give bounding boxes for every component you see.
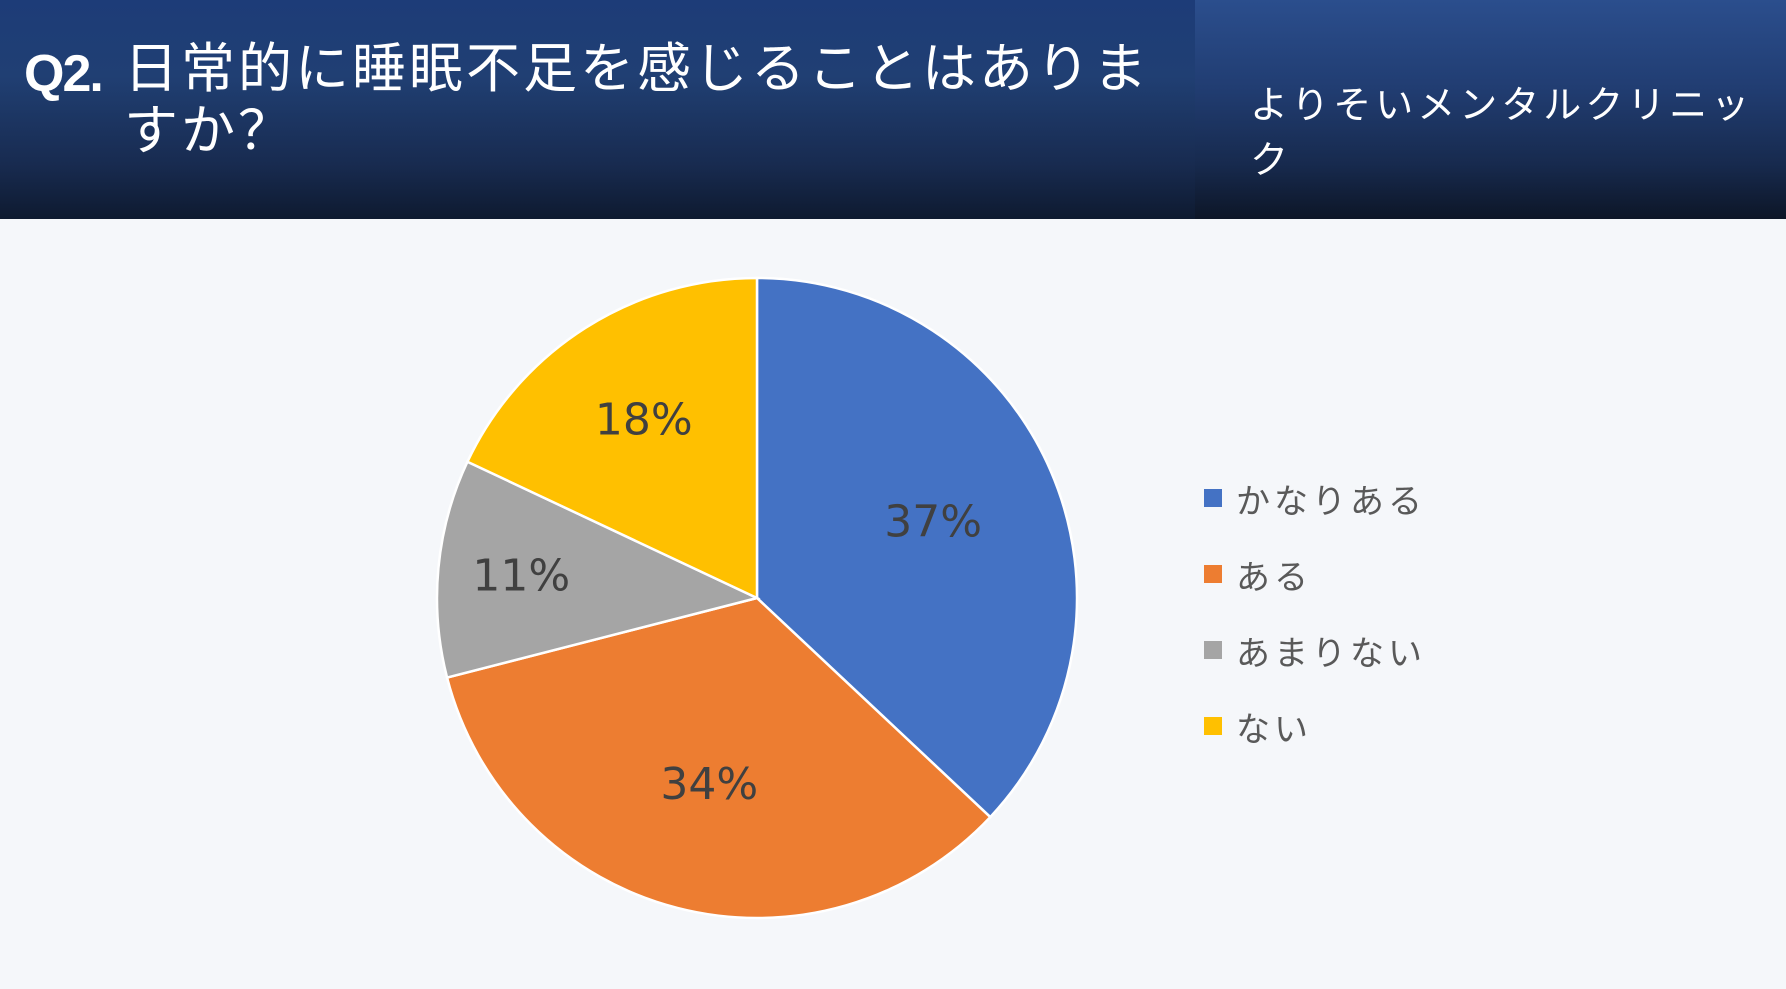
chart-legend: かなりあるあるあまりないない [1204, 460, 1426, 764]
legend-item: かなりある [1204, 460, 1426, 536]
header-right-panel: よりそいメンタルクリニック [1195, 0, 1786, 219]
clinic-name: よりそいメンタルクリニック [1250, 83, 1754, 182]
legend-item: ない [1204, 688, 1426, 764]
data-label-1: 37% [884, 497, 982, 548]
pie-data-labels: 37% 34% 11% 18% [472, 395, 982, 810]
pie-slice-2 [445, 596, 993, 920]
pie-slice-3 [435, 460, 761, 680]
header-banner: Q2. 日常的に睡眠不足を感じることはありますか？ よりそいメンタルクリニック [0, 0, 1786, 219]
legend-swatch [1204, 489, 1222, 507]
legend-swatch [1204, 641, 1222, 659]
legend-item: あまりない [1204, 612, 1426, 688]
pie-slices [435, 276, 1079, 920]
question-number: Q2. [24, 45, 104, 103]
data-label-4: 18% [595, 395, 693, 446]
data-label-3: 11% [472, 551, 570, 602]
question-title: 日常的に睡眠不足を感じることはありますか？ [124, 37, 1150, 162]
pie-slice-4 [465, 276, 759, 600]
legend-label: かなりある [1236, 481, 1426, 522]
legend-label: ある [1236, 557, 1312, 598]
data-label-2: 34% [660, 759, 758, 810]
legend-item: ある [1204, 536, 1426, 612]
legend-swatch [1204, 717, 1222, 735]
header-left-panel: Q2. 日常的に睡眠不足を感じることはありますか？ [0, 0, 1195, 219]
legend-label: あまりない [1236, 633, 1426, 674]
legend-label: ない [1236, 709, 1312, 750]
legend-swatch [1204, 565, 1222, 583]
pie-slice-1 [755, 276, 1079, 819]
